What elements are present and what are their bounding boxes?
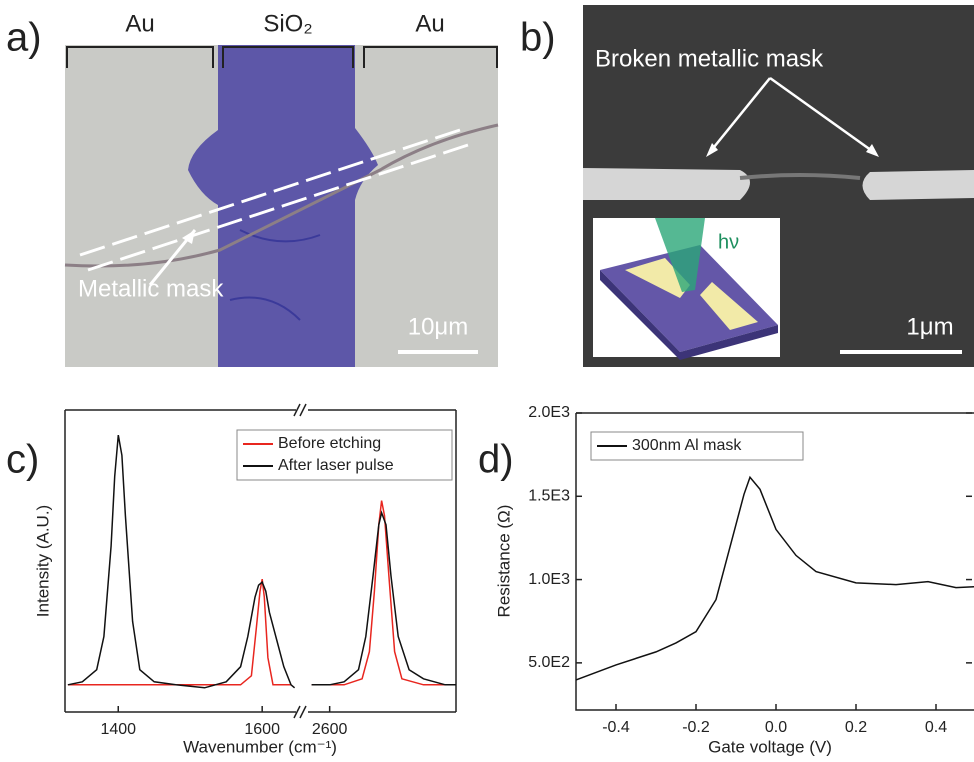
legend-label: 300nm Al mask: [632, 437, 742, 454]
annotation: Metallic mask: [78, 275, 224, 302]
figure: a) Metallic mask 10μm Au SiO₂ Au b) Brok…: [0, 0, 974, 762]
page: a) Metallic mask 10μm Au SiO₂ Au b) Brok…: [0, 0, 974, 762]
spectrum-line: [68, 579, 291, 685]
x-tick-label: 1400: [100, 721, 136, 738]
y-axis-label: Intensity (A.U.): [33, 505, 52, 617]
scale-label: 1μm: [906, 313, 953, 340]
panel-label: a): [6, 16, 42, 60]
metal-band: [863, 170, 974, 200]
y-axis-label: Resistance (Ω): [494, 505, 513, 618]
x-tick-label: 0.0: [765, 719, 787, 736]
panel-label: d): [478, 438, 514, 482]
x-tick-label: 0.4: [925, 719, 947, 736]
legend-label: Before etching: [278, 435, 381, 452]
x-tick-label: 2600: [312, 721, 348, 738]
x-tick-label: 1600: [244, 721, 280, 738]
annotation: Broken metallic mask: [595, 45, 824, 72]
x-tick-label: 0.2: [845, 719, 867, 736]
y-tick-label: 1.0E3: [528, 571, 570, 588]
scale-label: 10μm: [408, 313, 469, 340]
y-tick-label: 2.0E3: [528, 404, 570, 421]
x-tick-label: -0.2: [682, 719, 710, 736]
inset-label: hν: [718, 231, 739, 253]
resistance-line: [576, 477, 974, 680]
metal-band: [583, 168, 750, 200]
panel-label: b): [520, 16, 556, 60]
x-tick-label: -0.4: [602, 719, 630, 736]
spectrum-line: [312, 501, 456, 685]
y-tick-label: 1.5E3: [528, 488, 570, 505]
legend-label: After laser pulse: [278, 457, 394, 474]
y-tick-label: 5.0E2: [528, 654, 570, 671]
x-axis-label: Gate voltage (V): [708, 737, 832, 756]
spectrum-line: [312, 513, 456, 685]
x-axis-label: Wavenumber (cm⁻¹): [183, 737, 337, 756]
panel-label: c): [6, 438, 39, 482]
region-label: Au: [125, 10, 154, 37]
region-label: SiO₂: [263, 10, 312, 37]
region-label: Au: [415, 10, 444, 37]
